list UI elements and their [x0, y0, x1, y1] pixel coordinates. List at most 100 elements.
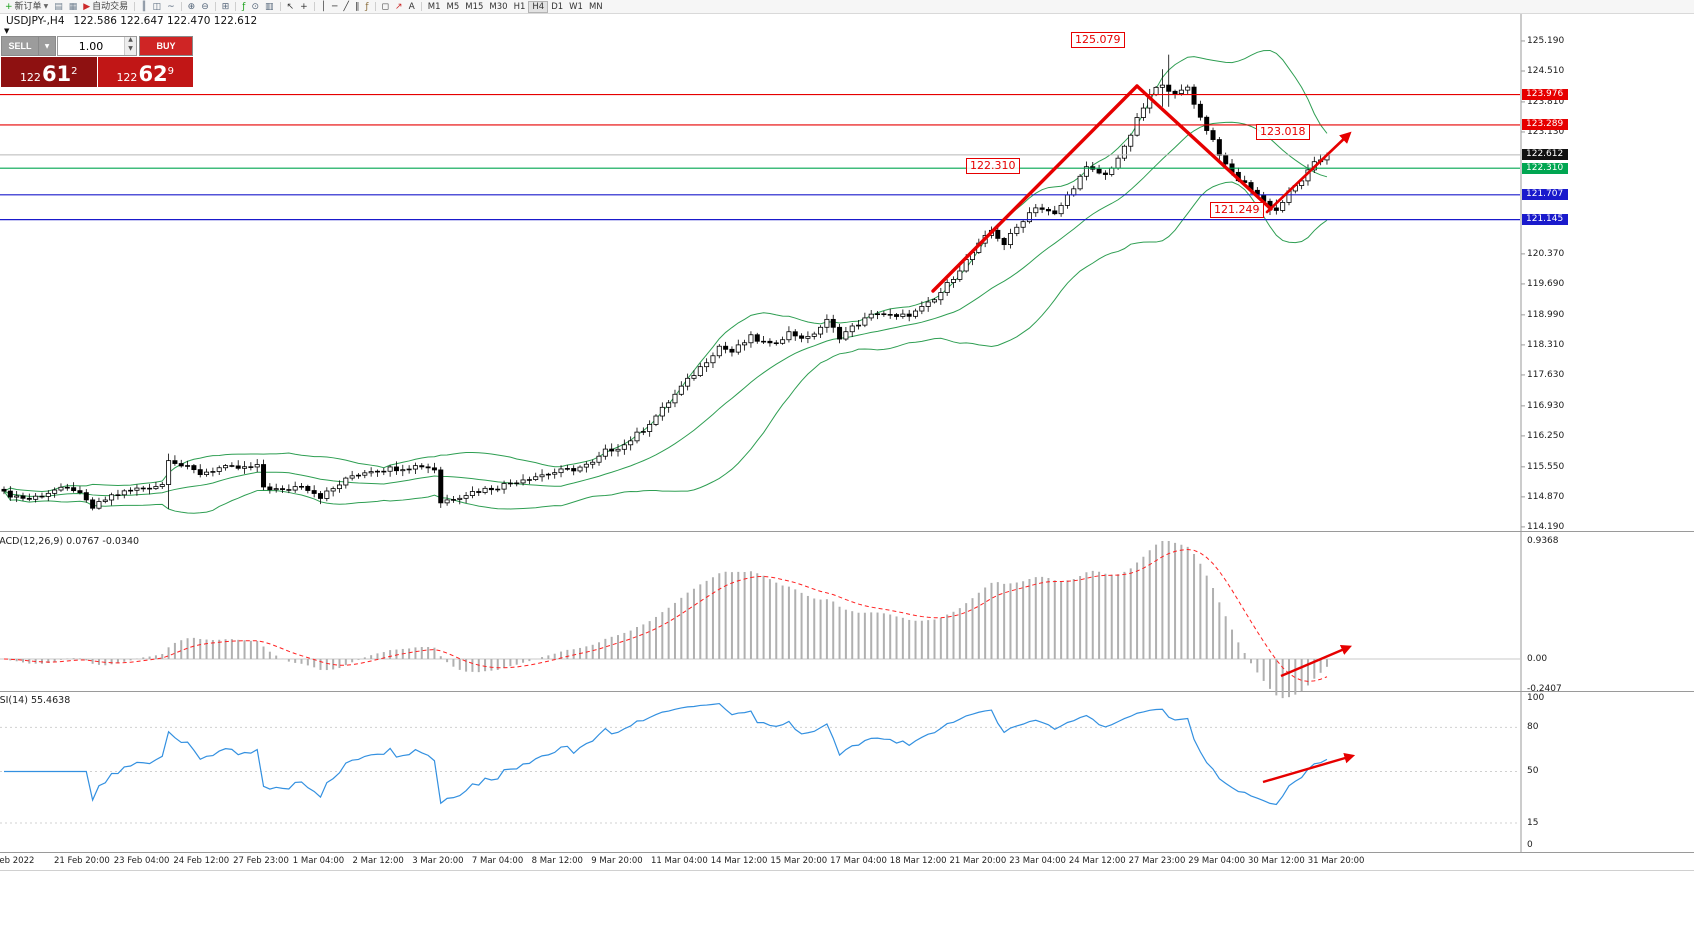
price-tick-label: 114.870: [1527, 491, 1565, 502]
periods-button[interactable]: ⊙: [248, 0, 262, 13]
cursor-icon: ↖: [286, 1, 295, 12]
fibonacci-button[interactable]: ƒ: [362, 0, 371, 13]
toolbar-separator: [374, 2, 376, 11]
timeframe-h4[interactable]: H4: [528, 0, 549, 13]
autotrading-button[interactable]: ▶ 自动交易: [80, 0, 131, 13]
timeframe-h1[interactable]: H1: [513, 1, 526, 12]
volume-up-button[interactable]: ▲: [125, 37, 136, 46]
dropdown-caret-icon: ▼: [43, 2, 49, 10]
zoom-out-icon: ⊖: [201, 1, 209, 12]
tile-windows-button[interactable]: ⊞: [219, 0, 233, 13]
time-axis-label: 1 Mar 04:00: [292, 856, 345, 866]
timeframe-w1[interactable]: W1: [569, 1, 583, 12]
templates-icon: ▥: [265, 1, 274, 12]
rsi-axis-label: 0: [1527, 840, 1533, 850]
price-tick-label: 115.550: [1527, 461, 1565, 472]
rsi-axis-label: 100: [1527, 693, 1545, 703]
horizontal-level-lines[interactable]: [0, 93, 1520, 221]
periods-icon: ⊙: [251, 1, 259, 12]
crosshair-button[interactable]: +: [297, 0, 311, 13]
trend-arrows[interactable]: [931, 84, 1352, 293]
crosshair-icon: +: [300, 1, 308, 12]
price-tick-label: 116.250: [1527, 430, 1565, 441]
sell-price-display[interactable]: 122 61 2: [1, 57, 97, 87]
time-axis-label: 17 Mar 04:00: [830, 856, 887, 866]
trade-panel-collapse-icon[interactable]: ▼: [4, 27, 10, 35]
vertical-line-button[interactable]: │: [318, 0, 329, 13]
chart-window-icon: ▤: [54, 1, 63, 12]
channel-button[interactable]: ∥: [352, 0, 363, 13]
autotrading-icon: ▶: [83, 1, 91, 12]
buy-button[interactable]: BUY: [139, 36, 193, 56]
price-level-label: 122.310: [1522, 162, 1568, 174]
cursor-button[interactable]: ↖: [284, 0, 298, 13]
zoom-out-button[interactable]: ⊖: [198, 0, 212, 13]
time-axis-label: 24 Mar 12:00: [1068, 856, 1126, 866]
timeframe-m15[interactable]: M15: [465, 1, 484, 12]
price-tick-label: 118.310: [1527, 339, 1565, 350]
buy-price-display[interactable]: 122 62 9: [97, 57, 193, 87]
current-price-label: 122.612: [1522, 149, 1568, 161]
sell-button[interactable]: SELL: [1, 36, 39, 56]
price-annotation[interactable]: 125.079: [1071, 32, 1125, 48]
chart-symbol-info: USDJPY-,H4 122.586 122.647 122.470 122.61…: [6, 15, 257, 27]
line-chart-icon: ~: [167, 1, 175, 12]
profiles-button[interactable]: ▦: [66, 0, 81, 13]
macd-axis-label: 0.9368: [1527, 536, 1559, 546]
ohlc-bars-button[interactable]: ║: [138, 0, 149, 13]
macd-axis-label: 0.00: [1527, 654, 1548, 664]
new-order-icon: +: [5, 1, 13, 12]
price-level-label: 123.289: [1522, 119, 1568, 131]
price-level-label: 121.145: [1522, 214, 1568, 226]
trendline-button[interactable]: ╱: [340, 0, 351, 13]
timeframe-m5[interactable]: M5: [446, 1, 460, 12]
time-axis-label: 7 Mar 04:00: [471, 856, 524, 866]
arrow-tool-button[interactable]: ↗: [392, 0, 406, 13]
main-toolbar: + 新订单 ▼ ▤ ▦ ▶ 自动交易 ║ ◫ ~ ⊕ ⊖ ⊞ ƒ ⊙ ▥ ↖ + │ ─ ╱ ∥ ƒ ◻ ↗ A M1 M5 M15 M3…: [0, 0, 1694, 14]
sell-price-big: 122: [19, 71, 41, 84]
price-axis[interactable]: 125.190 124.510 123.810 123.130 120.370 119.6…: [1521, 0, 1694, 872]
shapes-button[interactable]: ◻: [379, 0, 392, 13]
chart-window-button[interactable]: ▤: [51, 0, 66, 13]
volume-input[interactable]: [58, 37, 124, 55]
price-tick-label: 117.630: [1527, 369, 1565, 380]
templates-button[interactable]: ▥: [262, 0, 277, 13]
line-chart-button[interactable]: ~: [164, 0, 178, 13]
price-tick-label: 123.810: [1527, 96, 1565, 107]
tile-windows-icon: ⊞: [221, 1, 230, 12]
ohlc-bars-icon: ║: [141, 1, 147, 12]
arrow-tool-icon: ↗: [395, 1, 403, 12]
symbol-period-label: USDJPY-,H4: [6, 15, 65, 27]
toolbar-separator: [279, 2, 281, 11]
candlesticks: [1, 54, 1330, 511]
price-tick-label: 123.130: [1527, 126, 1565, 137]
horizontal-line-button[interactable]: ─: [329, 0, 340, 13]
time-axis-label: 24 Feb 12:00: [173, 856, 230, 866]
timeframe-m30[interactable]: M30: [489, 1, 508, 12]
channel-icon: ∥: [354, 1, 360, 12]
zoom-in-button[interactable]: ⊕: [185, 0, 199, 13]
profiles-icon: ▦: [68, 1, 78, 12]
price-level-label: 123.976: [1522, 89, 1568, 101]
candlesticks-button[interactable]: ◫: [150, 0, 165, 13]
trendline-icon: ╱: [343, 1, 349, 12]
price-annotation[interactable]: 122.310: [966, 158, 1020, 174]
new-order-button[interactable]: + 新订单 ▼: [2, 0, 51, 13]
volume-down-button[interactable]: ▼: [125, 46, 136, 55]
order-options-caret-icon[interactable]: ▼: [39, 36, 56, 56]
time-axis-label: 23 Feb 04:00: [113, 856, 170, 866]
timeframe-m1[interactable]: M1: [427, 1, 441, 12]
ohlc-values: 122.586 122.647 122.470 122.612: [73, 15, 258, 27]
autotrading-button-label: 自动交易: [92, 1, 129, 12]
time-axis-label: 21 Mar 20:00: [949, 856, 1007, 866]
text-tool-button[interactable]: A: [406, 0, 418, 13]
time-axis-label: Feb 2022: [0, 856, 35, 866]
price-annotation[interactable]: 123.018: [1256, 124, 1310, 140]
timeframe-d1[interactable]: D1: [551, 1, 564, 12]
price-annotation[interactable]: 121.249: [1210, 202, 1264, 218]
timeframe-mn[interactable]: MN: [588, 1, 603, 12]
toolbar-separator: [214, 2, 216, 11]
indicators-button[interactable]: ƒ: [239, 0, 248, 13]
